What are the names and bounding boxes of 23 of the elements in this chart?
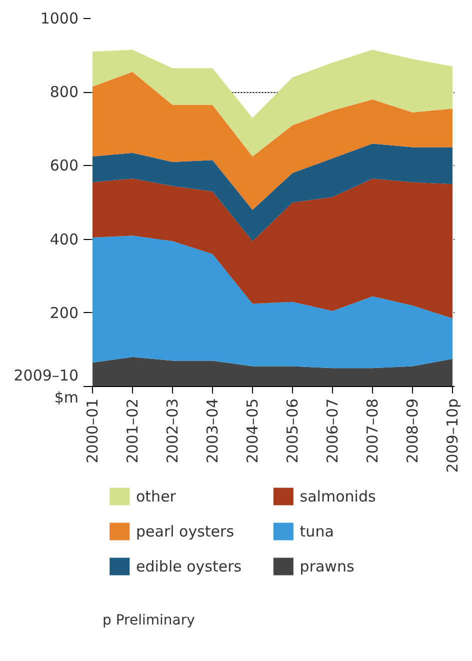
y-tick-label: 600 — [50, 156, 79, 175]
y-tick-label: 200 — [50, 304, 79, 322]
y-tick-label: 800 — [50, 83, 79, 102]
y-tick-label: 2009–10 $m — [14, 366, 79, 406]
legend-label: prawns — [300, 558, 354, 576]
text: p Preliminary — [102, 612, 195, 628]
x-tick-label: 2004–05 — [244, 398, 262, 464]
x-tick-label: 2000–01 — [84, 398, 102, 464]
x-tick-label: 2003–04 — [204, 398, 222, 464]
x-tick-label: 2007–08 — [364, 398, 382, 464]
y-tick-label: 1000 — [40, 10, 79, 28]
x-tick-label: 2006–07 — [324, 398, 342, 464]
legend-label: tuna — [300, 522, 334, 540]
legend-label: pearl oysters — [136, 522, 234, 540]
x-tick-label: 2001–02 — [124, 398, 142, 464]
x-tick-label: 2002–03 — [164, 398, 182, 464]
legend-label: salmonids — [300, 488, 376, 506]
legend-label: edible oysters — [136, 558, 242, 576]
legend-label: other — [136, 488, 177, 506]
y-tick-label: 400 — [50, 230, 79, 248]
x-tick-label: 2005–06 — [284, 398, 302, 464]
x-tick-label: 2008–09 — [404, 398, 422, 464]
x-tick-label: 2009–10p — [444, 398, 462, 473]
